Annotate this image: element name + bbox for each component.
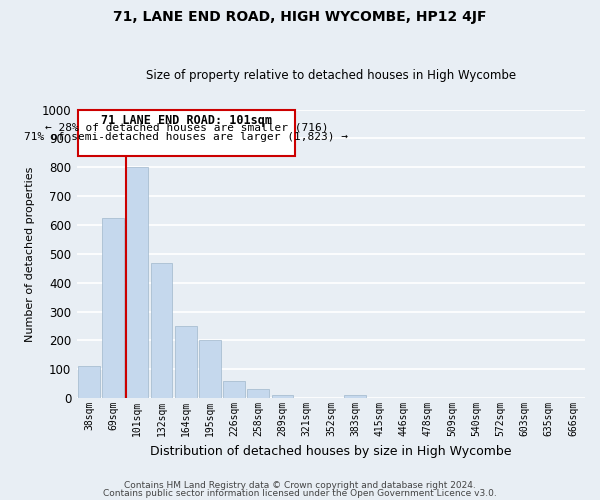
Bar xyxy=(151,262,172,398)
Bar xyxy=(78,110,295,156)
Text: 71 LANE END ROAD: 101sqm: 71 LANE END ROAD: 101sqm xyxy=(101,114,272,127)
Text: 71, LANE END ROAD, HIGH WYCOMBE, HP12 4JF: 71, LANE END ROAD, HIGH WYCOMBE, HP12 4J… xyxy=(113,10,487,24)
Text: Contains HM Land Registry data © Crown copyright and database right 2024.: Contains HM Land Registry data © Crown c… xyxy=(124,481,476,490)
Bar xyxy=(247,390,269,398)
Bar xyxy=(78,366,100,398)
Text: 71% of semi-detached houses are larger (1,823) →: 71% of semi-detached houses are larger (… xyxy=(25,132,349,142)
Text: Contains public sector information licensed under the Open Government Licence v3: Contains public sector information licen… xyxy=(103,488,497,498)
Bar xyxy=(102,218,124,398)
Bar xyxy=(127,168,148,398)
Text: ← 28% of detached houses are smaller (716): ← 28% of detached houses are smaller (71… xyxy=(44,122,328,132)
Bar xyxy=(223,381,245,398)
Bar xyxy=(175,326,197,398)
Bar xyxy=(272,396,293,398)
Bar xyxy=(344,396,366,398)
Y-axis label: Number of detached properties: Number of detached properties xyxy=(25,166,35,342)
Title: Size of property relative to detached houses in High Wycombe: Size of property relative to detached ho… xyxy=(146,69,516,82)
Bar xyxy=(199,340,221,398)
X-axis label: Distribution of detached houses by size in High Wycombe: Distribution of detached houses by size … xyxy=(150,444,512,458)
